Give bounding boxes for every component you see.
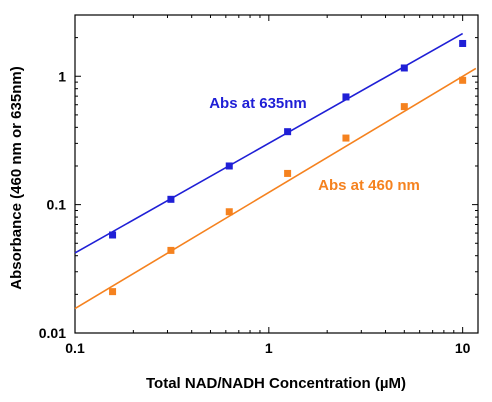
data-point-series-0: [400, 64, 408, 72]
data-point-series-0: [459, 39, 467, 47]
fit-line-series-1: [74, 67, 477, 310]
data-point-series-0: [342, 93, 350, 101]
y-tick-labels: 0.01 0.1 1: [39, 68, 66, 341]
series-label-460: Abs at 460 nm: [318, 177, 420, 194]
data-point-series-0: [284, 128, 292, 136]
x-tick-labels: 0.1 1 10: [65, 340, 470, 356]
data-point-series-1: [109, 288, 117, 296]
data-point-series-1: [225, 208, 233, 216]
plot-frame: [74, 14, 479, 334]
data-point-series-0: [167, 195, 175, 203]
data-point-series-1: [342, 134, 350, 142]
data-point-series-1: [459, 76, 467, 84]
ticks-layer: [74, 14, 478, 334]
data-points-layer: [109, 39, 467, 296]
data-point-series-1: [167, 246, 175, 254]
x-axis-title: Total NAD/NADH Concentration (µM): [146, 375, 406, 392]
x-tick-label: 10: [455, 340, 471, 356]
y-axis-title: Absorbance (460 nm or 635nm): [8, 66, 25, 289]
data-point-series-1: [284, 169, 292, 177]
fit-lines-layer: [74, 32, 477, 310]
data-point-series-0: [225, 162, 233, 170]
x-tick-label: 1: [265, 340, 273, 356]
fit-line-series-0: [74, 32, 464, 254]
x-tick-label: 0.1: [65, 340, 85, 356]
series-label-635: Abs at 635nm: [209, 95, 307, 112]
data-point-series-0: [109, 231, 117, 239]
data-point-series-1: [400, 103, 408, 111]
y-tick-label: 1: [58, 68, 66, 84]
y-tick-label: 0.01: [39, 325, 66, 341]
y-tick-label: 0.1: [47, 197, 67, 213]
